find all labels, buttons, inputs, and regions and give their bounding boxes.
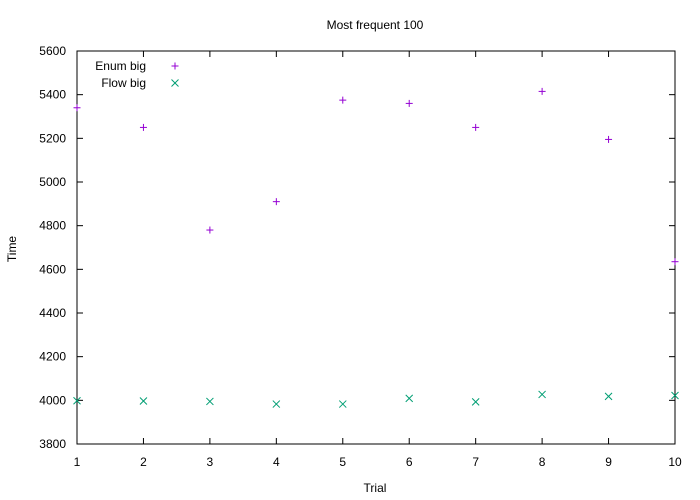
data-point-flow-big	[338, 400, 347, 408]
chart-title: Most frequent 100	[327, 18, 424, 32]
x-tick-label: 2	[140, 455, 147, 469]
data-point-flow-big	[139, 397, 148, 405]
x-tick-label: 1	[74, 455, 81, 469]
y-tick-label: 4400	[39, 306, 66, 320]
plot-frame	[76, 50, 676, 445]
data-point-flow-big	[272, 400, 281, 408]
legend-label: Enum big	[95, 59, 146, 73]
y-tick-label: 5600	[39, 44, 66, 58]
data-point-enum-big	[272, 198, 280, 206]
data-point-flow-big	[538, 390, 546, 399]
data-point-flow-big	[73, 396, 81, 405]
data-point-enum-big	[671, 258, 679, 266]
y-tick-label: 4000	[39, 393, 66, 407]
y-tick-label: 4200	[39, 350, 66, 364]
data-point-flow-big	[671, 391, 679, 400]
legend-marker	[171, 79, 179, 87]
data-point-flow-big	[206, 397, 214, 406]
x-axis-label: Trial	[364, 481, 387, 495]
y-tick-label: 5400	[39, 88, 66, 102]
y-tick-label: 4600	[39, 262, 66, 276]
x-tick-label: 6	[406, 455, 413, 469]
y-tick-label: 5000	[39, 175, 66, 189]
data-point-enum-big	[605, 135, 613, 143]
x-tick-label: 3	[207, 455, 214, 469]
data-point-flow-big	[471, 398, 480, 406]
data-point-enum-big	[472, 123, 480, 131]
data-point-enum-big	[139, 123, 147, 131]
data-point-flow-big	[604, 392, 613, 401]
axes: 1 2 3 4 5 6 7 8 9 10 3800 4000 4200 4400 4600 4800 5000 5…	[39, 44, 682, 469]
data-marks	[73, 87, 679, 408]
data-point-enum-big	[405, 99, 413, 107]
y-axis-label: Time	[5, 236, 19, 263]
data-point-enum-big	[206, 226, 214, 234]
x-tick-label: 9	[605, 455, 612, 469]
y-tick-label: 5200	[39, 131, 66, 145]
x-tick-label: 10	[668, 455, 682, 469]
x-tick-label: 5	[339, 455, 346, 469]
data-point-enum-big	[73, 104, 81, 112]
data-point-enum-big	[538, 87, 546, 95]
x-tick-label: 4	[273, 455, 280, 469]
data-point-enum-big	[339, 96, 347, 104]
data-point-flow-big	[405, 394, 414, 403]
y-tick-label: 3800	[39, 437, 66, 451]
x-tick-label: 7	[472, 455, 479, 469]
x-tick-label: 8	[539, 455, 546, 469]
legend-label: Flow big	[101, 76, 146, 90]
legend: Enum big Flow big	[95, 59, 179, 90]
y-tick-label: 4800	[39, 219, 66, 233]
legend-marker	[171, 62, 179, 70]
